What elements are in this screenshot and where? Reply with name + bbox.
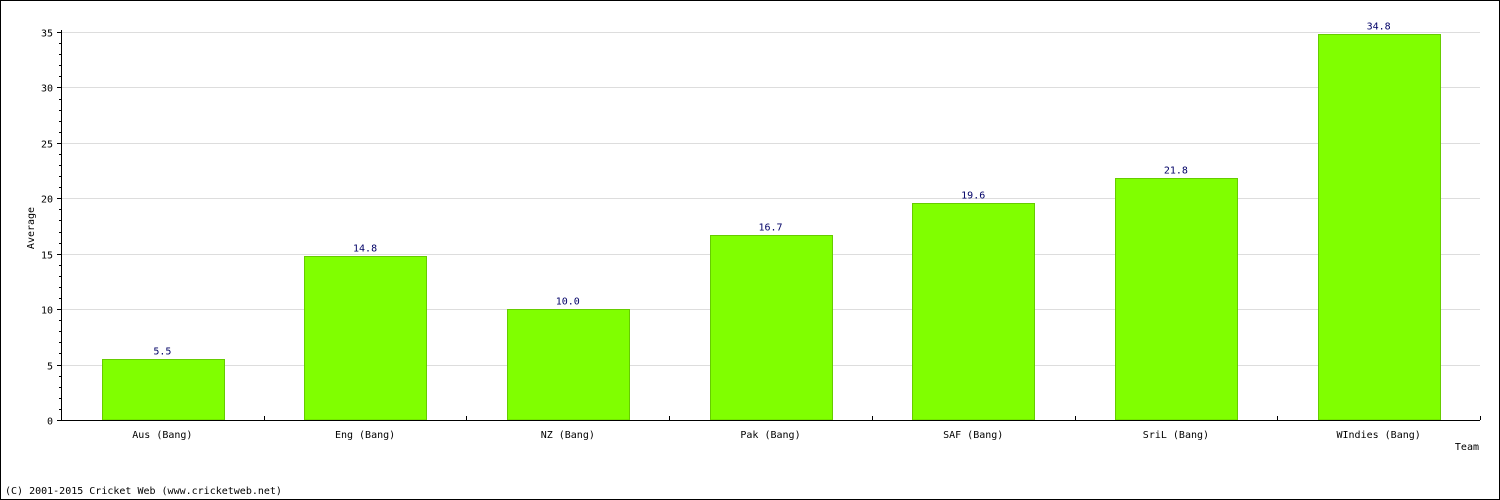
bars: [102, 34, 1441, 421]
bar-2: [507, 309, 630, 421]
bar-0: [102, 359, 225, 421]
bar-1: [304, 256, 427, 421]
data-label-2: 10.0: [556, 297, 580, 308]
data-label-0: 5.5: [153, 347, 171, 358]
data-label-6: 34.8: [1367, 22, 1391, 33]
copyright-text: (C) 2001-2015 Cricket Web (www.cricketwe…: [5, 486, 282, 497]
x-axis-title: Team: [1455, 442, 1479, 453]
x-tick-label-6: WIndies (Bang): [1336, 430, 1420, 441]
data-label-5: 21.8: [1164, 166, 1188, 177]
x-tick-label-0: Aus (Bang): [132, 430, 192, 441]
bar-5: [1115, 178, 1238, 421]
labels: 5.5 14.8 10.0 16.7 19.6 21.8 34.8 0 5 10 15 20 25 30 3…: [41, 22, 1421, 442]
bar-3: [710, 235, 833, 421]
y-tick-label-7: 35: [41, 29, 53, 40]
x-tick-label-2: NZ (Bang): [541, 430, 595, 441]
y-tick-label-1: 5: [47, 362, 53, 373]
y-axis-title: Average: [26, 207, 37, 249]
x-tick-label-3: Pak (Bang): [740, 430, 800, 441]
data-label-1: 14.8: [353, 244, 377, 255]
y-tick-label-4: 20: [41, 195, 53, 206]
y-tick-label-0: 0: [47, 417, 53, 428]
axes: [57, 30, 1481, 421]
y-tick-label-2: 10: [41, 306, 53, 317]
x-tick-label-1: Eng (Bang): [335, 430, 395, 441]
y-tick-label-5: 25: [41, 140, 53, 151]
data-label-3: 16.7: [758, 223, 782, 234]
bar-4: [912, 203, 1035, 421]
data-label-4: 19.6: [961, 191, 985, 202]
y-tick-label-6: 30: [41, 84, 53, 95]
x-tick-label-5: SriL (Bang): [1143, 430, 1209, 441]
x-tick-label-4: SAF (Bang): [943, 430, 1003, 441]
bar-6: [1318, 34, 1441, 421]
y-tick-label-3: 15: [41, 251, 53, 262]
